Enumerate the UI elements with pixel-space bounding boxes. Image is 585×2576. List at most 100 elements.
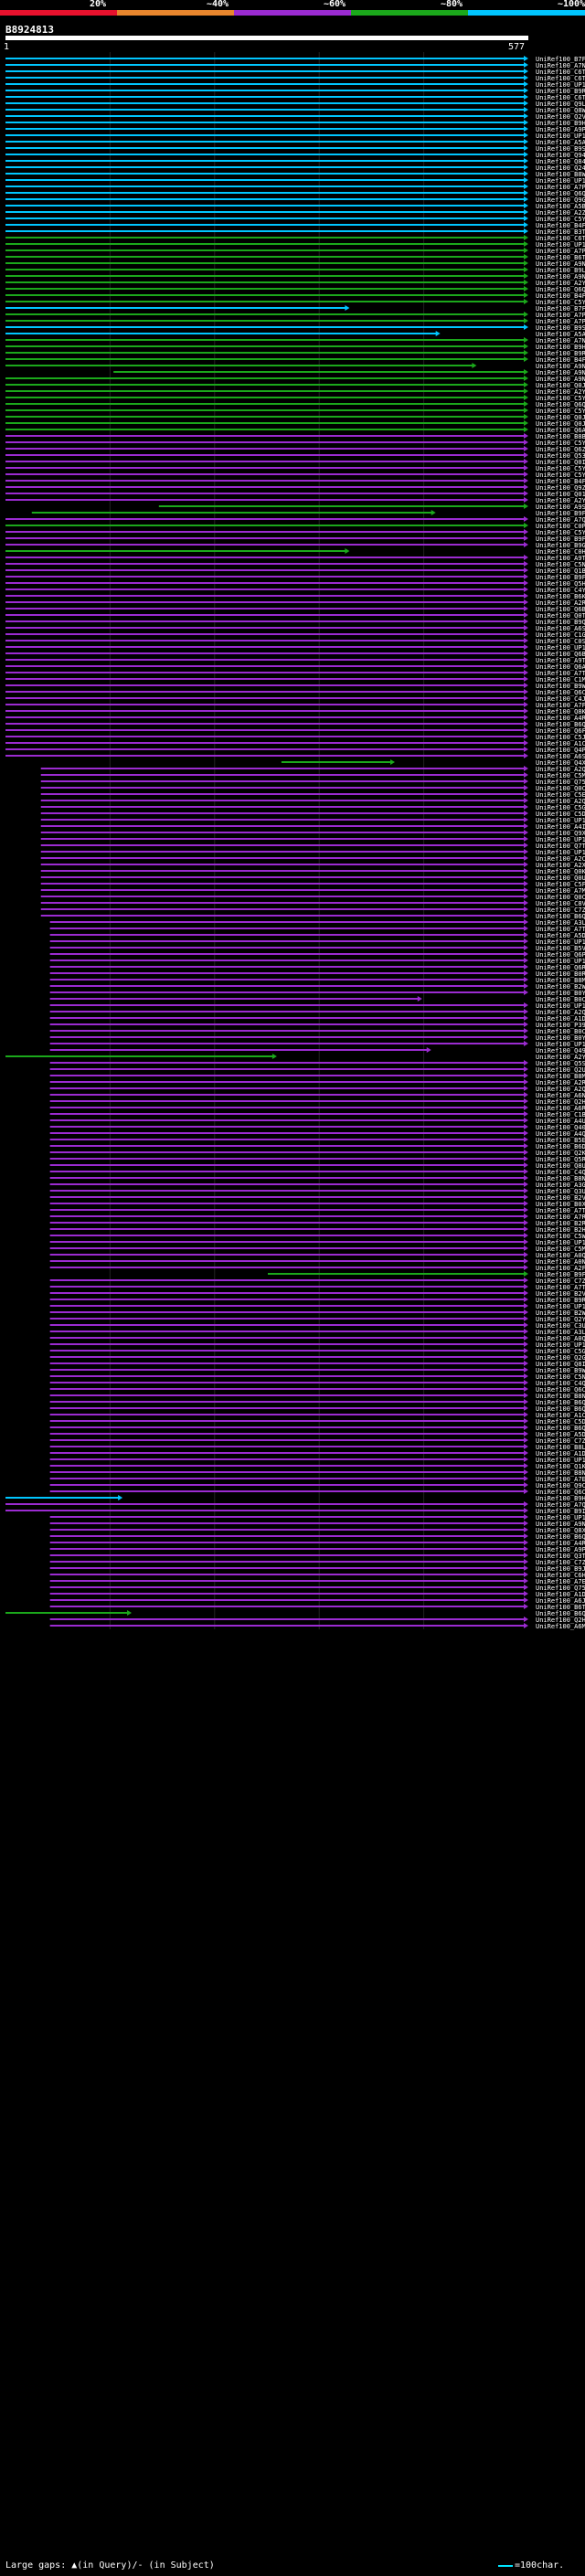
hit-arrow — [524, 689, 528, 694]
hit-label: UniRef100_A4ICB3 — [536, 823, 585, 831]
hit-label: UniRef100_Q9C8P5 — [536, 1482, 585, 1489]
hit-arrow — [524, 753, 528, 758]
hit-label: UniRef100_Q8KG52 — [536, 708, 585, 716]
hit-label: UniRef100_Q5HMN4 — [536, 580, 585, 588]
hit-arrow — [524, 356, 528, 362]
hit-arrow — [524, 1022, 528, 1027]
hit-label: UniRef100_Q753M2 — [536, 1585, 585, 1592]
hit-arrow — [524, 1431, 528, 1436]
hit-label: UniRef100_Q6B2V7 — [536, 606, 585, 613]
hit-label: UniRef100_C0PMV1 — [536, 523, 585, 530]
hit-label: UniRef100_B5ENW0 — [536, 1137, 585, 1144]
hit-arrow — [524, 1553, 528, 1558]
hit-arrow — [524, 318, 528, 323]
hit-label: UniRef100_Q8UHJ4 — [536, 1162, 585, 1170]
hit-label: UniRef100_A0N650 — [536, 1258, 585, 1266]
hit-arrow — [426, 1047, 431, 1053]
hit-arrow — [524, 1623, 528, 1628]
legend-label: ~80% — [441, 0, 463, 9]
hit-arrow — [524, 1162, 528, 1168]
hit-arrow — [524, 267, 528, 272]
hit-label: UniRef100_B9IGB7 — [536, 1508, 585, 1515]
hit-label: UniRef100_A2R9K4 — [536, 1079, 585, 1087]
hit-arrow — [524, 535, 528, 541]
hit-label: UniRef100_A3GGL9 — [536, 1182, 585, 1189]
hit-label: UniRef100_B6K2M3 — [536, 593, 585, 600]
hit-arrow — [524, 1034, 528, 1040]
hit-label: UniRef100_A7NBE4 — [536, 62, 585, 69]
hit-label: UniRef100_B9FZS3 — [536, 535, 585, 543]
hit-label: UniRef100_B6QV37 — [536, 1533, 585, 1541]
hit-arrow — [524, 133, 528, 138]
hit-arrow — [524, 1399, 528, 1405]
hit-label: UniRef100_Q0T5S3 — [536, 612, 585, 620]
hit-label: UniRef100_B6QLV4 — [536, 721, 585, 728]
hit-arrow — [524, 228, 528, 234]
hit-label: UniRef100_A6SJM0 — [536, 753, 585, 760]
hit-arrow — [524, 56, 528, 61]
hit-arrow — [524, 1271, 528, 1277]
hit-arrow — [524, 196, 528, 202]
hit-label: UniRef100_A9NTV6 — [536, 376, 585, 383]
hit-arrow — [524, 1130, 528, 1136]
hit-label: UniRef100_Q40DA1 — [536, 1124, 585, 1131]
hit-label: UniRef100_A9S9H6 — [536, 504, 585, 511]
hit-arrow — [524, 75, 528, 80]
hit-arrow — [524, 491, 528, 496]
hit-label: UniRef100_Q6CJQ2 — [536, 1386, 585, 1394]
hit-label: UniRef100_B0YF58 — [536, 1034, 585, 1042]
hit-arrow — [524, 1514, 528, 1520]
hit-arrow — [524, 638, 528, 643]
hit-label: UniRef100_C4QDE9 — [536, 1380, 585, 1387]
hit-label: UniRef100_C5DCK7 — [536, 1418, 585, 1426]
hit-label: UniRef100_C6TLY1 — [536, 75, 585, 82]
hit-arrow — [524, 1118, 528, 1123]
hit-arrow — [524, 1111, 528, 1117]
hit-label: UniRef100_A0Q2Y3 — [536, 1335, 585, 1342]
hit-arrow — [524, 171, 528, 176]
hit-arrow — [524, 1175, 528, 1181]
hit-arrow — [524, 695, 528, 701]
hit-arrow — [524, 663, 528, 669]
hit-label: UniRef100_B9SFP3 — [536, 145, 585, 153]
hit-label: UniRef100_Q7TP52 — [536, 843, 585, 850]
hit-arrow — [524, 727, 528, 733]
hit-label: UniRef100_B7FJV2 — [536, 56, 585, 63]
hit-arrow — [524, 260, 528, 266]
hit-arrow — [524, 1508, 528, 1513]
hit-label: UniRef100_A2YSR0 — [536, 497, 585, 504]
hit-label: UniRef100_B9QBK7 — [536, 619, 585, 626]
hit-arrow — [524, 81, 528, 87]
hit-arrow — [524, 702, 528, 707]
hit-arrow — [524, 427, 528, 432]
hit-arrow — [524, 446, 528, 451]
hit-arrow — [524, 1220, 528, 1225]
hit-label: UniRef100_B0CYW4 — [536, 996, 585, 1003]
hit-label: UniRef100_C4JH67 — [536, 695, 585, 703]
hit-arrow — [524, 152, 528, 157]
hit-label: UniRef100_C8V7J4 — [536, 900, 585, 907]
hit-arrow — [524, 766, 528, 771]
hit-arrow — [524, 1066, 528, 1072]
hit-arrow — [390, 759, 396, 765]
hit-arrow — [524, 926, 528, 931]
hit-arrow — [524, 529, 528, 535]
hit-label: UniRef100_A2QBL8 — [536, 1009, 585, 1016]
hit-arrow — [524, 1201, 528, 1206]
hit-label: UniRef100_A9NUH1 — [536, 369, 585, 376]
hit-label: UniRef100_Q0CSM3 — [536, 894, 585, 901]
hit-arrow — [524, 785, 528, 790]
hit-arrow — [524, 1521, 528, 1526]
hit-label: UniRef100_A1DLO5 — [536, 1450, 585, 1458]
hit-arrow — [524, 235, 528, 240]
hit-arrow — [524, 580, 528, 586]
hit-label: UniRef100_C5GNV0 — [536, 1348, 585, 1355]
hit-label: UniRef100_B2VUS0 — [536, 1290, 585, 1298]
hit-label: UniRef100_A2R9W7 — [536, 599, 585, 607]
hit-label: UniRef100_C3UI71 — [536, 1322, 585, 1330]
hit-label: UniRef100_A4RIY0 — [536, 1540, 585, 1547]
hit-label: UniRef100_A9TJ26 — [536, 555, 585, 562]
hit-label: UniRef100_A9NMK5 — [536, 260, 585, 268]
hit-arrow — [524, 1073, 528, 1078]
hit-label: UniRef100_Q9LUG8 — [536, 101, 585, 108]
